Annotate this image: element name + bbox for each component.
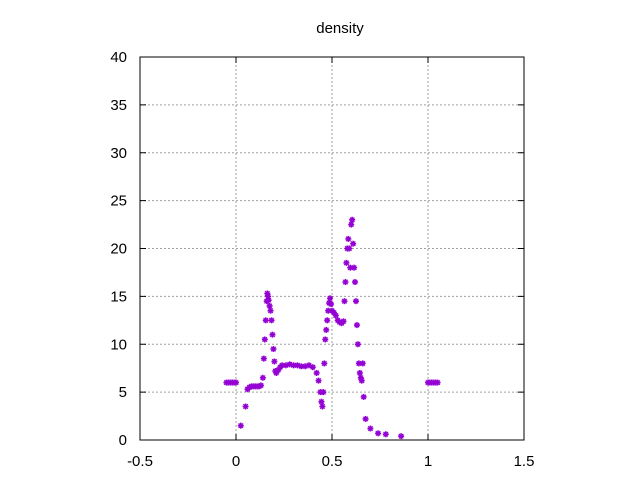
x-tick-label: 1 <box>424 453 432 470</box>
x-tick-label: 0.5 <box>322 453 343 470</box>
data-point <box>359 360 366 367</box>
data-point <box>367 425 374 432</box>
data-point <box>242 403 249 410</box>
data-point <box>358 377 365 384</box>
data-point <box>324 317 331 324</box>
data-point <box>266 302 273 309</box>
y-tick-label: 35 <box>110 97 127 114</box>
data-point <box>356 369 363 376</box>
x-tick-label: -0.5 <box>127 453 153 470</box>
y-tick-label: 40 <box>110 49 127 66</box>
data-point <box>375 430 382 437</box>
y-tick-label: 20 <box>110 241 127 258</box>
data-point <box>328 301 335 308</box>
data-point <box>259 374 266 381</box>
data-point <box>268 317 275 324</box>
data-point <box>382 431 389 438</box>
data-point <box>269 331 276 338</box>
data-point <box>267 307 274 314</box>
data-point <box>265 297 272 304</box>
data-point <box>327 295 334 302</box>
data-point <box>322 336 329 343</box>
data-point <box>354 341 361 348</box>
data-point <box>341 298 348 305</box>
y-tick-label: 15 <box>110 288 127 305</box>
data-point <box>353 298 359 305</box>
data-point <box>315 377 322 384</box>
data-point <box>319 403 326 410</box>
data-point <box>323 326 330 333</box>
data-point <box>313 369 320 376</box>
y-tick-label: 30 <box>110 145 127 162</box>
data-point <box>350 240 357 247</box>
data-point <box>349 216 356 223</box>
data-point <box>434 379 441 386</box>
data-point <box>260 355 267 362</box>
data-point <box>351 264 358 271</box>
data-point <box>318 398 325 405</box>
chart-title: density <box>316 20 364 37</box>
points-layer <box>223 216 441 440</box>
data-point <box>309 364 316 371</box>
data-point <box>237 422 244 429</box>
data-point <box>360 393 367 400</box>
grid-layer <box>140 57 524 440</box>
data-point <box>353 322 360 329</box>
y-tick-label: 25 <box>110 193 127 210</box>
data-point <box>233 379 239 386</box>
data-point <box>362 415 369 422</box>
data-point <box>320 389 327 396</box>
y-tick-label: 10 <box>110 336 127 353</box>
data-point <box>398 433 405 440</box>
y-tick-label: 0 <box>119 432 127 449</box>
data-point <box>265 293 272 300</box>
data-point <box>257 382 264 389</box>
data-point <box>348 221 355 228</box>
x-tick-label: 0 <box>232 453 240 470</box>
data-point <box>270 346 277 353</box>
y-tick-label: 5 <box>119 384 127 401</box>
data-point <box>332 312 339 319</box>
data-point <box>261 336 268 343</box>
data-point <box>343 259 350 266</box>
data-point <box>340 318 347 325</box>
data-point <box>345 235 352 242</box>
data-point <box>262 317 269 324</box>
data-point <box>352 279 359 286</box>
data-point <box>357 374 364 381</box>
x-tick-label: 1.5 <box>514 453 535 470</box>
data-point <box>321 360 328 367</box>
data-point <box>271 358 278 365</box>
data-point <box>346 245 353 252</box>
data-point <box>342 279 349 286</box>
